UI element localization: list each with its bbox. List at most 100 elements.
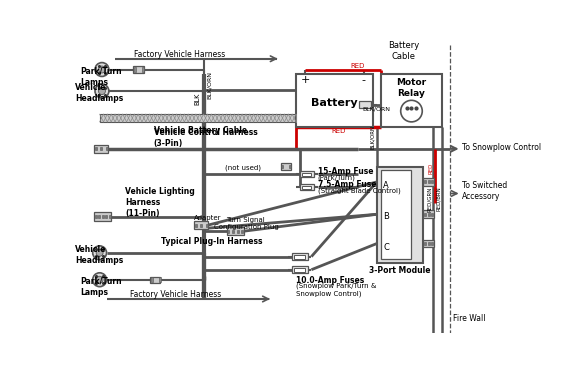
Bar xyxy=(302,173,311,176)
Bar xyxy=(194,221,208,229)
Bar xyxy=(95,215,97,218)
Bar xyxy=(424,213,426,216)
Circle shape xyxy=(95,84,109,98)
Bar xyxy=(227,230,229,233)
Bar xyxy=(381,171,412,259)
Bar xyxy=(300,184,314,190)
Bar xyxy=(280,163,291,170)
Text: -: - xyxy=(362,75,366,85)
Text: BLK/ORN: BLK/ORN xyxy=(207,71,212,99)
Bar xyxy=(289,165,291,168)
Bar xyxy=(428,242,430,245)
Bar xyxy=(428,180,430,184)
Bar xyxy=(292,266,308,273)
Bar xyxy=(99,215,100,218)
Text: Vehicle
Headlamps: Vehicle Headlamps xyxy=(75,245,123,265)
Text: To Switched
Accessory: To Switched Accessory xyxy=(462,181,507,201)
Text: (Snowplow Park/Turn &
Snowplow Control): (Snowplow Park/Turn & Snowplow Control) xyxy=(296,282,376,297)
Text: A: A xyxy=(383,181,389,190)
Bar xyxy=(133,67,144,73)
Text: BLK/ORN: BLK/ORN xyxy=(363,106,391,111)
Text: B: B xyxy=(383,212,389,221)
Text: RED/GRN: RED/GRN xyxy=(427,186,431,212)
Bar xyxy=(134,67,136,72)
Bar xyxy=(359,101,372,108)
Text: Factory Vehicle Harness: Factory Vehicle Harness xyxy=(135,50,226,59)
Text: C: C xyxy=(383,243,389,252)
Bar xyxy=(227,227,243,235)
Text: Vehicle Lighting
Harness
(11-Pin): Vehicle Lighting Harness (11-Pin) xyxy=(125,187,195,218)
Text: 7.5-Amp Fuse: 7.5-Amp Fuse xyxy=(317,180,376,189)
Circle shape xyxy=(96,276,103,283)
Text: BLK/ORN: BLK/ORN xyxy=(370,125,376,149)
Text: Park/Turn
Lamps: Park/Turn Lamps xyxy=(80,67,122,86)
Text: Battery: Battery xyxy=(311,98,358,108)
Bar xyxy=(428,213,430,216)
Bar xyxy=(302,186,311,189)
Text: Vehicle Control Harness
(3-Pin): Vehicle Control Harness (3-Pin) xyxy=(153,128,257,148)
Bar xyxy=(94,145,108,153)
Bar xyxy=(100,147,103,150)
Bar xyxy=(94,212,111,221)
Bar xyxy=(292,253,308,260)
Bar xyxy=(237,230,239,233)
Text: 3-Port Module: 3-Port Module xyxy=(369,266,431,275)
Bar xyxy=(300,171,314,177)
Bar xyxy=(100,114,296,122)
Bar xyxy=(159,278,161,282)
Text: Motor
Relay: Motor Relay xyxy=(396,78,426,98)
Bar xyxy=(295,268,305,272)
Bar xyxy=(195,224,197,227)
Text: Battery
Cable: Battery Cable xyxy=(388,41,420,61)
Bar xyxy=(142,67,144,72)
Text: (Straight Blade Control): (Straight Blade Control) xyxy=(317,188,400,194)
Bar xyxy=(431,242,433,245)
Text: (Park/Turn): (Park/Turn) xyxy=(317,175,356,181)
Bar xyxy=(295,255,305,258)
Bar xyxy=(296,74,373,126)
Bar xyxy=(105,215,107,218)
Circle shape xyxy=(99,88,105,95)
Text: Adapter: Adapter xyxy=(194,215,221,221)
Text: RED: RED xyxy=(428,162,433,174)
Text: Factory Vehicle Harness: Factory Vehicle Harness xyxy=(131,290,222,299)
Bar xyxy=(423,178,434,186)
Text: RED/BRN: RED/BRN xyxy=(436,187,441,211)
Bar xyxy=(102,215,104,218)
Text: Typical Plug-In Harness: Typical Plug-In Harness xyxy=(161,237,263,246)
Circle shape xyxy=(401,100,422,122)
Bar xyxy=(151,278,153,282)
Bar xyxy=(377,166,423,263)
Circle shape xyxy=(93,246,107,260)
Text: Park/Turn
Lamps: Park/Turn Lamps xyxy=(80,277,122,297)
Text: 15-Amp Fuse: 15-Amp Fuse xyxy=(317,167,373,176)
Circle shape xyxy=(93,273,107,286)
Text: Turn Signal
Configuration Plug: Turn Signal Configuration Plug xyxy=(214,217,278,230)
Bar xyxy=(206,224,208,227)
Bar xyxy=(423,240,434,247)
Text: BLK: BLK xyxy=(194,93,201,105)
Text: Fire Wall: Fire Wall xyxy=(453,314,486,323)
Bar xyxy=(106,147,108,150)
Circle shape xyxy=(99,66,105,73)
Text: RED: RED xyxy=(331,128,345,134)
Bar xyxy=(424,180,426,184)
Text: Vehicle
Headlamps: Vehicle Headlamps xyxy=(75,83,123,103)
Text: RED: RED xyxy=(351,64,365,70)
Text: +: + xyxy=(300,75,310,85)
Bar xyxy=(431,180,433,184)
Bar xyxy=(282,165,283,168)
Bar xyxy=(241,230,243,233)
Text: (not used): (not used) xyxy=(225,164,261,171)
Circle shape xyxy=(95,62,109,76)
Bar xyxy=(431,213,433,216)
Bar xyxy=(95,147,97,150)
Circle shape xyxy=(96,249,103,256)
Bar xyxy=(109,215,111,218)
Text: 10.0-Amp Fuses: 10.0-Amp Fuses xyxy=(296,276,364,285)
Bar xyxy=(201,224,202,227)
Bar xyxy=(381,74,442,126)
Text: To Snowplow Control: To Snowplow Control xyxy=(462,143,542,152)
Bar xyxy=(232,230,234,233)
Bar xyxy=(150,277,161,283)
